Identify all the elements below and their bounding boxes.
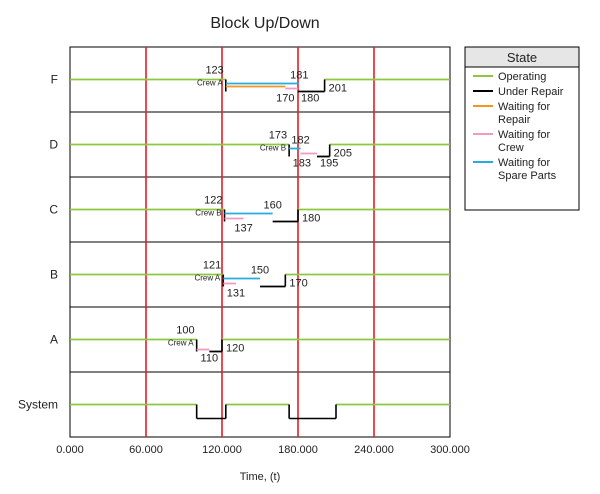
legend-item: Waiting for Crew bbox=[473, 129, 551, 154]
legend-title: State bbox=[507, 50, 537, 65]
rows-layer: F 123 Crew A 181 170 180 201 D 173 Crew B 182 183 19… bbox=[18, 65, 450, 420]
crew-label: Crew A bbox=[197, 79, 223, 88]
legend-label: Waiting for Spare Parts bbox=[498, 157, 557, 182]
event-time-label: 123 bbox=[205, 65, 223, 77]
legend-item: Under Repair bbox=[473, 86, 564, 98]
legend-label: Waiting for Crew bbox=[498, 129, 551, 154]
x-tick-label: 180.000 bbox=[278, 444, 318, 456]
legend-label: Waiting for Repair bbox=[498, 101, 551, 126]
row-label: F bbox=[51, 73, 58, 87]
event-time-label: 150 bbox=[251, 265, 269, 277]
row-label: C bbox=[49, 203, 58, 217]
legend-item: Operating bbox=[473, 71, 546, 83]
event-time-label: 180 bbox=[302, 213, 320, 225]
event-time-label: 205 bbox=[334, 148, 352, 160]
legend: State Operating Under Repair Waiting for Rep… bbox=[464, 46, 580, 211]
legend-item: Waiting for Repair bbox=[473, 101, 551, 126]
crew-label: Crew B bbox=[260, 144, 286, 153]
row-a: A 100 Crew A 110 120 bbox=[50, 325, 450, 365]
row-system: System bbox=[18, 398, 450, 420]
crew-label: Crew A bbox=[194, 274, 220, 283]
event-time-label: 182 bbox=[291, 135, 309, 147]
event-time-label: 160 bbox=[263, 200, 281, 212]
event-time-label: 201 bbox=[329, 83, 347, 95]
event-time-label: 121 bbox=[203, 260, 221, 272]
row-label: B bbox=[50, 268, 58, 282]
legend-label: Under Repair bbox=[498, 86, 564, 98]
row-label: System bbox=[18, 398, 58, 412]
row-label: D bbox=[49, 138, 58, 152]
legend-box bbox=[464, 46, 580, 211]
row-f: F 123 Crew A 181 170 180 201 bbox=[51, 65, 450, 105]
crew-label: Crew A bbox=[168, 339, 194, 348]
plot-area bbox=[69, 46, 451, 438]
chart-title: Block Up/Down bbox=[210, 15, 319, 32]
legend-header bbox=[464, 46, 580, 68]
event-time-label: 122 bbox=[204, 195, 222, 207]
x-tick-label: 120.000 bbox=[202, 444, 242, 456]
event-time-label: 137 bbox=[234, 223, 252, 235]
event-time-label: 183 bbox=[293, 158, 311, 170]
crew-label: Crew B bbox=[195, 209, 221, 218]
x-tick-label: 60.000 bbox=[129, 444, 163, 456]
x-tick-label: 300.000 bbox=[430, 444, 470, 456]
event-time-label: 170 bbox=[276, 93, 294, 105]
grid-lines bbox=[145, 47, 375, 437]
x-axis-label: Time, (t) bbox=[240, 471, 281, 483]
x-axis: 0.000 60.000 120.000 180.000 240.000 300.000 bbox=[56, 444, 470, 456]
event-time-label: 170 bbox=[289, 278, 307, 290]
row-c: C 122 Crew B 160 137 180 bbox=[49, 195, 450, 235]
event-time-label: 180 bbox=[301, 93, 319, 105]
event-time-label: 195 bbox=[320, 158, 338, 170]
x-tick-label: 0.000 bbox=[56, 444, 84, 456]
event-time-label: 181 bbox=[290, 70, 308, 82]
event-time-label: 120 bbox=[226, 343, 244, 355]
x-tick-label: 240.000 bbox=[354, 444, 394, 456]
row-label: A bbox=[50, 333, 58, 347]
event-time-label: 131 bbox=[227, 288, 245, 300]
row-b: B 121 Crew A 150 131 170 bbox=[50, 260, 450, 300]
event-time-label: 173 bbox=[269, 130, 287, 142]
legend-label: Operating bbox=[498, 71, 546, 83]
event-time-label: 110 bbox=[201, 353, 219, 365]
event-time-label: 100 bbox=[176, 325, 194, 337]
legend-item: Waiting for Spare Parts bbox=[473, 157, 557, 182]
